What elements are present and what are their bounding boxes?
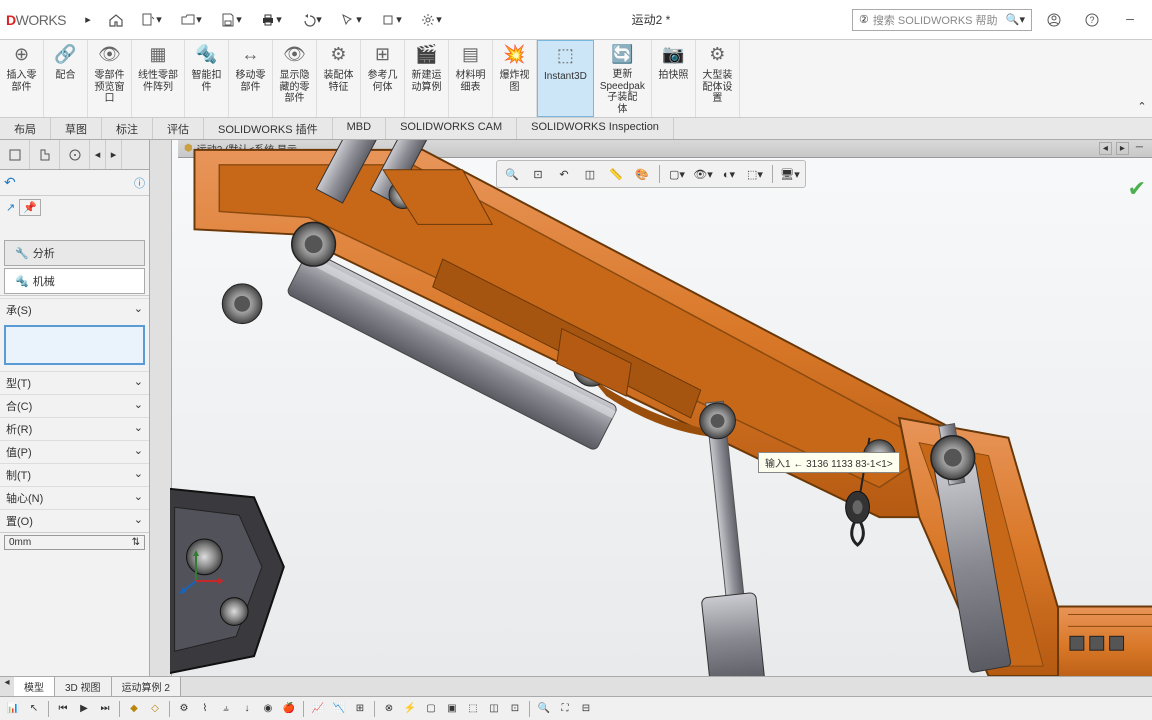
save-icon[interactable]: ▾ <box>212 6 250 34</box>
rebuild-icon[interactable]: ▾ <box>372 6 410 34</box>
ribbon-11[interactable]: 💥爆炸视 图 <box>493 40 537 117</box>
print-icon[interactable]: ▾ <box>252 6 290 34</box>
tl-more1-icon[interactable]: ▢ <box>422 700 440 718</box>
ribbon-3[interactable]: ▦线性零部 件阵列 <box>132 40 185 117</box>
prop-row-3[interactable]: 值(P)⌄ <box>0 440 149 463</box>
tl-collapse-icon[interactable]: ⊟ <box>577 700 595 718</box>
ribbon-0[interactable]: ⊕插入零 部件 <box>0 40 44 117</box>
viewport-sidebar[interactable] <box>150 140 172 676</box>
document-title: 运动2 * <box>450 11 852 28</box>
pin-icon[interactable]: ↗ <box>6 201 15 214</box>
ribbon-collapse-icon[interactable]: ⌃ <box>1132 40 1152 117</box>
panel-scroll-right[interactable]: ▸ <box>106 140 122 169</box>
minimize-button[interactable]: ─ <box>1114 6 1146 34</box>
open-icon[interactable]: ▾ <box>172 6 210 34</box>
tl-more5-icon[interactable]: ⊡ <box>506 700 524 718</box>
ribbon-6[interactable]: 👁显示隐 藏的零 部件 <box>273 40 317 117</box>
tab-6[interactable]: SOLIDWORKS CAM <box>386 118 517 139</box>
undo-icon[interactable]: ▾ <box>292 6 330 34</box>
home-icon[interactable] <box>102 6 130 34</box>
motion-timeline[interactable]: 📊 ↖ ⏮ ▶ ⏭ ◆ ◇ ⚙ ⌇ ⫨ ↓ ◉ 🍎 📈 📉 ⊞ ⊗ ⚡ ▢ ▣ … <box>0 696 1152 720</box>
tl-result1-icon[interactable]: 📈 <box>309 700 327 718</box>
btab-scroll-left[interactable]: ◂ <box>0 677 14 696</box>
tab-4[interactable]: SOLIDWORKS 插件 <box>204 118 333 139</box>
ribbon-8[interactable]: ⊞参考几 何体 <box>361 40 405 117</box>
prop-row-5[interactable]: 轴心(N)⌄ <box>0 486 149 509</box>
ribbon-12[interactable]: ⬚Instant3D <box>537 40 594 117</box>
tl-play-start-icon[interactable]: ⏮ <box>54 700 72 718</box>
panel-tab-feature[interactable] <box>0 140 30 169</box>
menu-dropdown[interactable]: ▸ <box>74 6 102 34</box>
tl-mate-icon[interactable]: ⊗ <box>380 700 398 718</box>
ribbon-7[interactable]: ⚙装配体 特征 <box>317 40 361 117</box>
new-icon[interactable]: ▾ <box>132 6 170 34</box>
tl-gravity-icon[interactable]: 🍎 <box>280 700 298 718</box>
ribbon-9[interactable]: 🎬新建运 动算例 <box>405 40 449 117</box>
tl-more2-icon[interactable]: ▣ <box>443 700 461 718</box>
prop-row-6[interactable]: 置(O)⌄ <box>0 509 149 532</box>
tab-2[interactable]: 标注 <box>102 118 153 139</box>
tl-fit-icon[interactable]: ⛶ <box>556 700 574 718</box>
ribbon-14[interactable]: 📷拍快照 <box>652 40 696 117</box>
pushpin-icon[interactable]: 📌 <box>19 199 41 216</box>
ribbon-13[interactable]: 🔄更新 Speedpak 子装配 体 <box>594 40 652 117</box>
tl-motor-icon[interactable]: ⚙ <box>175 700 193 718</box>
ribbon-15[interactable]: ⚙大型装 配体设 置 <box>696 40 740 117</box>
counterweight[interactable] <box>1058 607 1152 676</box>
tl-result3-icon[interactable]: ⊞ <box>351 700 369 718</box>
tl-result2-icon[interactable]: 📉 <box>330 700 348 718</box>
search-input[interactable]: ② 搜索 SOLIDWORKS 帮助 🔍▾ <box>852 9 1032 31</box>
bearing-label: 承(S)⌄ <box>0 298 149 321</box>
tab-0[interactable]: 布局 <box>0 118 51 139</box>
tl-more4-icon[interactable]: ◫ <box>485 700 503 718</box>
bearing-input[interactable] <box>4 325 145 365</box>
dimension-spinner[interactable]: 0mm⇅ <box>4 535 145 550</box>
prop-row-1[interactable]: 合(C)⌄ <box>0 394 149 417</box>
coordinate-triad[interactable] <box>176 546 226 596</box>
tl-play-icon[interactable]: ▶ <box>75 700 93 718</box>
tl-key-icon[interactable]: ◆ <box>125 700 143 718</box>
prop-row-4[interactable]: 制(T)⌄ <box>0 463 149 486</box>
panel-back-icon[interactable]: ↶ <box>4 174 16 191</box>
tl-more3-icon[interactable]: ⬚ <box>464 700 482 718</box>
tl-zoom-icon[interactable]: 🔍 <box>535 700 553 718</box>
tl-calc-icon[interactable]: 📊 <box>4 700 22 718</box>
tl-spring-icon[interactable]: ⌇ <box>196 700 214 718</box>
side-tab-mechanical[interactable]: 🔩机械 <box>4 268 145 294</box>
ribbon-1[interactable]: 🔗配合 <box>44 40 88 117</box>
options-icon[interactable]: ▾ <box>412 6 450 34</box>
tab-3[interactable]: 评估 <box>153 118 204 139</box>
prop-row-2[interactable]: 析(R)⌄ <box>0 417 149 440</box>
help-icon[interactable]: ? <box>1076 6 1108 34</box>
panel-tab-config[interactable] <box>30 140 60 169</box>
tl-force-icon[interactable]: ↓ <box>238 700 256 718</box>
side-tab-analysis[interactable]: 🔧分析 <box>4 240 145 266</box>
ribbon-2[interactable]: 👁零部件 预览窗 口 <box>88 40 132 117</box>
tl-opt-icon[interactable]: ⚡ <box>401 700 419 718</box>
app-logo: DWORKS <box>6 12 66 28</box>
svg-text:?: ? <box>1089 15 1094 25</box>
user-icon[interactable] <box>1038 6 1070 34</box>
tl-damper-icon[interactable]: ⫨ <box>217 700 235 718</box>
bottom-tab-1[interactable]: 3D 视图 <box>55 677 112 696</box>
tab-7[interactable]: SOLIDWORKS Inspection <box>517 118 674 139</box>
prop-row-0[interactable]: 型(T)⌄ <box>0 371 149 394</box>
panel-help-icon[interactable]: ⓘ <box>134 175 145 191</box>
tab-1[interactable]: 草图 <box>51 118 102 139</box>
tl-key2-icon[interactable]: ◇ <box>146 700 164 718</box>
tl-contact-icon[interactable]: ◉ <box>259 700 277 718</box>
ribbon-5[interactable]: ↔移动零 部件 <box>229 40 273 117</box>
panel-scroll-left[interactable]: ◂ <box>90 140 106 169</box>
search-icon: ② <box>859 13 869 26</box>
select-icon[interactable]: ▾ <box>332 6 370 34</box>
tl-play-end-icon[interactable]: ⏭ <box>96 700 114 718</box>
bottom-tab-2[interactable]: 运动算例 2 <box>112 677 181 696</box>
ribbon-10[interactable]: ▤材料明 细表 <box>449 40 493 117</box>
bottom-tab-0[interactable]: 模型 <box>14 677 55 696</box>
selection-tooltip: 输入1 ← 3136 1133 83-1<1> <box>758 452 900 473</box>
tab-5[interactable]: MBD <box>333 118 386 139</box>
tl-cursor-icon[interactable]: ↖ <box>25 700 43 718</box>
panel-tab-display[interactable] <box>60 140 90 169</box>
ribbon-4[interactable]: 🔩智能扣 件 <box>185 40 229 117</box>
